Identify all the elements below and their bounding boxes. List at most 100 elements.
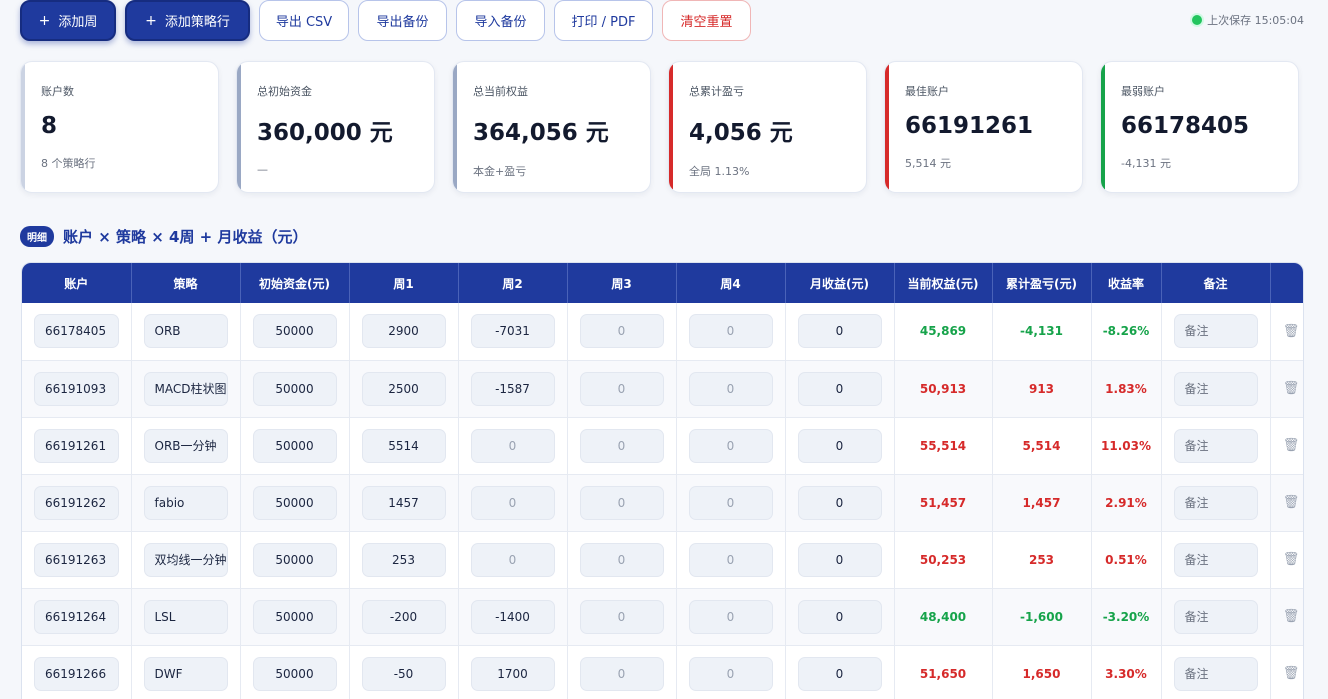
week2-input[interactable]: 1700 xyxy=(470,656,555,691)
note-cell: 备注 xyxy=(1161,588,1271,646)
monthly-income-input[interactable]: 0 xyxy=(797,599,882,634)
trash-icon[interactable]: 🗑 xyxy=(1282,381,1300,396)
section-title: 明细 账户 × 策略 × 4周 + 月收益（元） xyxy=(20,226,307,247)
monthly-income-input[interactable]: 0 xyxy=(797,371,882,406)
equity-cell: 51,650 xyxy=(894,645,993,699)
week4-input[interactable]: 0 xyxy=(688,599,773,634)
capital-input[interactable]: 50000 xyxy=(252,371,337,406)
week4-input[interactable]: 0 xyxy=(688,485,773,520)
capital-input[interactable]: 50000 xyxy=(252,428,337,463)
week1-input[interactable]: 1457 xyxy=(361,485,446,520)
strategy-input[interactable]: ORB xyxy=(143,314,228,349)
note-input[interactable]: 备注 xyxy=(1173,542,1258,577)
week1-input[interactable]: -50 xyxy=(361,656,446,691)
week2-input[interactable]: 0 xyxy=(470,542,555,577)
account-input[interactable]: 66191266 xyxy=(34,656,119,691)
week4-cell: 0 xyxy=(676,417,786,475)
strategy-cell: ORB xyxy=(131,303,241,361)
card-weakest-account: 最弱账户 66178405 -4,131 元 xyxy=(1100,61,1299,193)
monthly-income-input[interactable]: 0 xyxy=(797,428,882,463)
account-input[interactable]: 66191093 xyxy=(34,371,119,406)
plus-icon: + xyxy=(38,12,51,29)
pnl-cell: -4,131 xyxy=(992,303,1092,361)
capital-input[interactable]: 50000 xyxy=(252,599,337,634)
detail-table: 账户 策略 初始资金(元) 周1 周2 周3 周4 月收益(元) 当前权益(元) 累计盈亏(元) 收… xyxy=(21,262,1304,699)
account-input[interactable]: 66191261 xyxy=(34,428,119,463)
week2-cell: -1400 xyxy=(458,588,568,646)
monthly-income-input[interactable]: 0 xyxy=(797,314,882,349)
account-input[interactable]: 66191263 xyxy=(34,542,119,577)
export-csv-button[interactable]: 导出 CSV xyxy=(259,0,349,41)
export-backup-button[interactable]: 导出备份 xyxy=(358,0,447,41)
strategy-input[interactable]: ORB一分钟 xyxy=(143,428,228,463)
trash-icon[interactable]: 🗑 xyxy=(1282,609,1300,624)
strategy-input[interactable]: 双均线一分钟 xyxy=(143,542,228,577)
note-cell: 备注 xyxy=(1161,474,1271,532)
week4-input[interactable]: 0 xyxy=(688,314,773,349)
reset-button[interactable]: 清空重置 xyxy=(662,0,751,41)
trash-icon[interactable]: 🗑 xyxy=(1282,495,1300,510)
week3-input[interactable]: 0 xyxy=(579,656,664,691)
week1-cell: 2500 xyxy=(349,360,459,418)
card-sub: 本金+盈亏 xyxy=(473,165,527,178)
trash-icon[interactable]: 🗑 xyxy=(1282,552,1300,567)
equity-value: 50,913 xyxy=(919,381,967,396)
add-week-button[interactable]: + 添加周 xyxy=(20,0,116,41)
week3-input[interactable]: 0 xyxy=(579,371,664,406)
print-pdf-button[interactable]: 打印 / PDF xyxy=(554,0,653,41)
week2-input[interactable]: -1587 xyxy=(470,371,555,406)
strategy-input[interactable]: LSL xyxy=(143,599,228,634)
note-input[interactable]: 备注 xyxy=(1173,656,1258,691)
account-input[interactable]: 66178405 xyxy=(34,314,119,349)
week3-input[interactable]: 0 xyxy=(579,599,664,634)
week2-input[interactable]: 0 xyxy=(470,428,555,463)
note-input[interactable]: 备注 xyxy=(1173,428,1258,463)
trash-icon[interactable]: 🗑 xyxy=(1282,323,1300,339)
week4-input[interactable]: 0 xyxy=(688,656,773,691)
monthly-income-input[interactable]: 0 xyxy=(797,485,882,520)
capital-input[interactable]: 50000 xyxy=(252,314,337,349)
capital-input[interactable]: 50000 xyxy=(252,485,337,520)
week4-input[interactable]: 0 xyxy=(688,428,773,463)
equity-value: 51,457 xyxy=(919,495,967,510)
week3-input[interactable]: 0 xyxy=(579,485,664,520)
trash-icon[interactable]: 🗑 xyxy=(1282,438,1300,453)
week1-input[interactable]: 253 xyxy=(361,542,446,577)
trash-icon[interactable]: 🗑 xyxy=(1282,666,1300,681)
col-week3-header: 周3 xyxy=(567,263,677,303)
capital-input[interactable]: 50000 xyxy=(252,542,337,577)
week3-input[interactable]: 0 xyxy=(579,314,664,349)
strategy-input[interactable]: DWF xyxy=(143,656,228,691)
note-input[interactable]: 备注 xyxy=(1173,314,1258,349)
pnl-cell: -1,600 xyxy=(992,588,1092,646)
week3-input[interactable]: 0 xyxy=(579,428,664,463)
strategy-input[interactable]: MACD柱状图 xyxy=(143,371,228,406)
monthly-income-input[interactable]: 0 xyxy=(797,542,882,577)
note-input[interactable]: 备注 xyxy=(1173,371,1258,406)
week4-input[interactable]: 0 xyxy=(688,542,773,577)
week1-input[interactable]: 2900 xyxy=(361,314,446,349)
monthly-income-input[interactable]: 0 xyxy=(797,656,882,691)
note-input[interactable]: 备注 xyxy=(1173,485,1258,520)
monthly-income-cell: 0 xyxy=(785,645,895,699)
week2-cell: -1587 xyxy=(458,360,568,418)
week1-input[interactable]: -200 xyxy=(361,599,446,634)
week4-input[interactable]: 0 xyxy=(688,371,773,406)
account-input[interactable]: 66191264 xyxy=(34,599,119,634)
week1-cell: -50 xyxy=(349,645,459,699)
add-strategy-row-button[interactable]: + 添加策略行 xyxy=(125,0,250,41)
week1-input[interactable]: 5514 xyxy=(361,428,446,463)
card-sub: 全局 1.13% xyxy=(689,165,750,178)
section-title-text: 账户 × 策略 × 4周 + 月收益（元） xyxy=(63,228,308,246)
pnl-value: -1,600 xyxy=(1020,609,1063,624)
week2-input[interactable]: 0 xyxy=(470,485,555,520)
strategy-input[interactable]: fabio xyxy=(143,485,228,520)
account-input[interactable]: 66191262 xyxy=(34,485,119,520)
import-backup-button[interactable]: 导入备份 xyxy=(456,0,545,41)
note-input[interactable]: 备注 xyxy=(1173,599,1258,634)
capital-input[interactable]: 50000 xyxy=(252,656,337,691)
week3-input[interactable]: 0 xyxy=(579,542,664,577)
week2-input[interactable]: -7031 xyxy=(470,314,555,349)
week1-input[interactable]: 2500 xyxy=(361,371,446,406)
week2-input[interactable]: -1400 xyxy=(470,599,555,634)
